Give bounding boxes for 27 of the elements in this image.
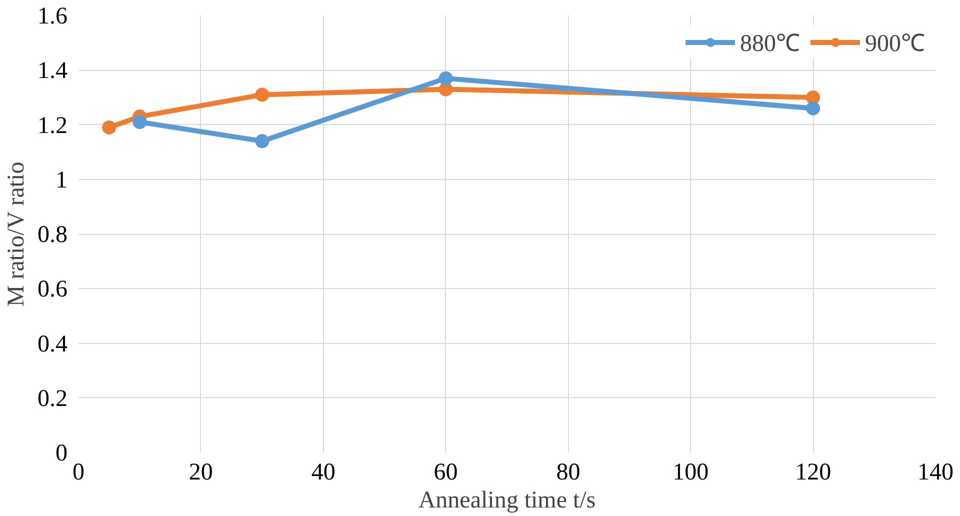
x-tick-label: 20 — [188, 460, 213, 486]
y-tick-label: 1.6 — [38, 4, 68, 30]
x-axis-title: Annealing time t/s — [418, 488, 596, 514]
y-tick-label: 0.4 — [38, 331, 68, 358]
y-tick-label: 0.2 — [38, 386, 68, 412]
legend-label: 900℃ — [865, 30, 925, 58]
x-tick-label: 80 — [556, 460, 580, 486]
x-tick-label: 120 — [795, 460, 832, 486]
y-axis-title: M ratio/V ratio — [4, 162, 30, 307]
point — [102, 120, 116, 134]
y-tick-label: 1 — [56, 167, 68, 194]
legend-label: 880℃ — [740, 30, 800, 58]
y-tick-label: 1.2 — [38, 112, 68, 139]
x-tick-label: 60 — [434, 460, 458, 486]
x-tick-label: 40 — [311, 460, 336, 486]
x-tick-label: 0 — [72, 460, 84, 486]
x-tick-label: 100 — [672, 460, 709, 486]
point — [132, 115, 147, 130]
point — [255, 134, 270, 148]
y-tick-label: 0.6 — [38, 276, 68, 303]
x-tick-label: 140 — [918, 460, 954, 486]
point — [806, 101, 820, 116]
y-tick-label: 0.8 — [38, 222, 68, 248]
point — [438, 71, 453, 86]
point — [255, 88, 270, 102]
y-tick-label: 0 — [56, 440, 68, 466]
y-tick-label: 1.4 — [38, 58, 68, 84]
